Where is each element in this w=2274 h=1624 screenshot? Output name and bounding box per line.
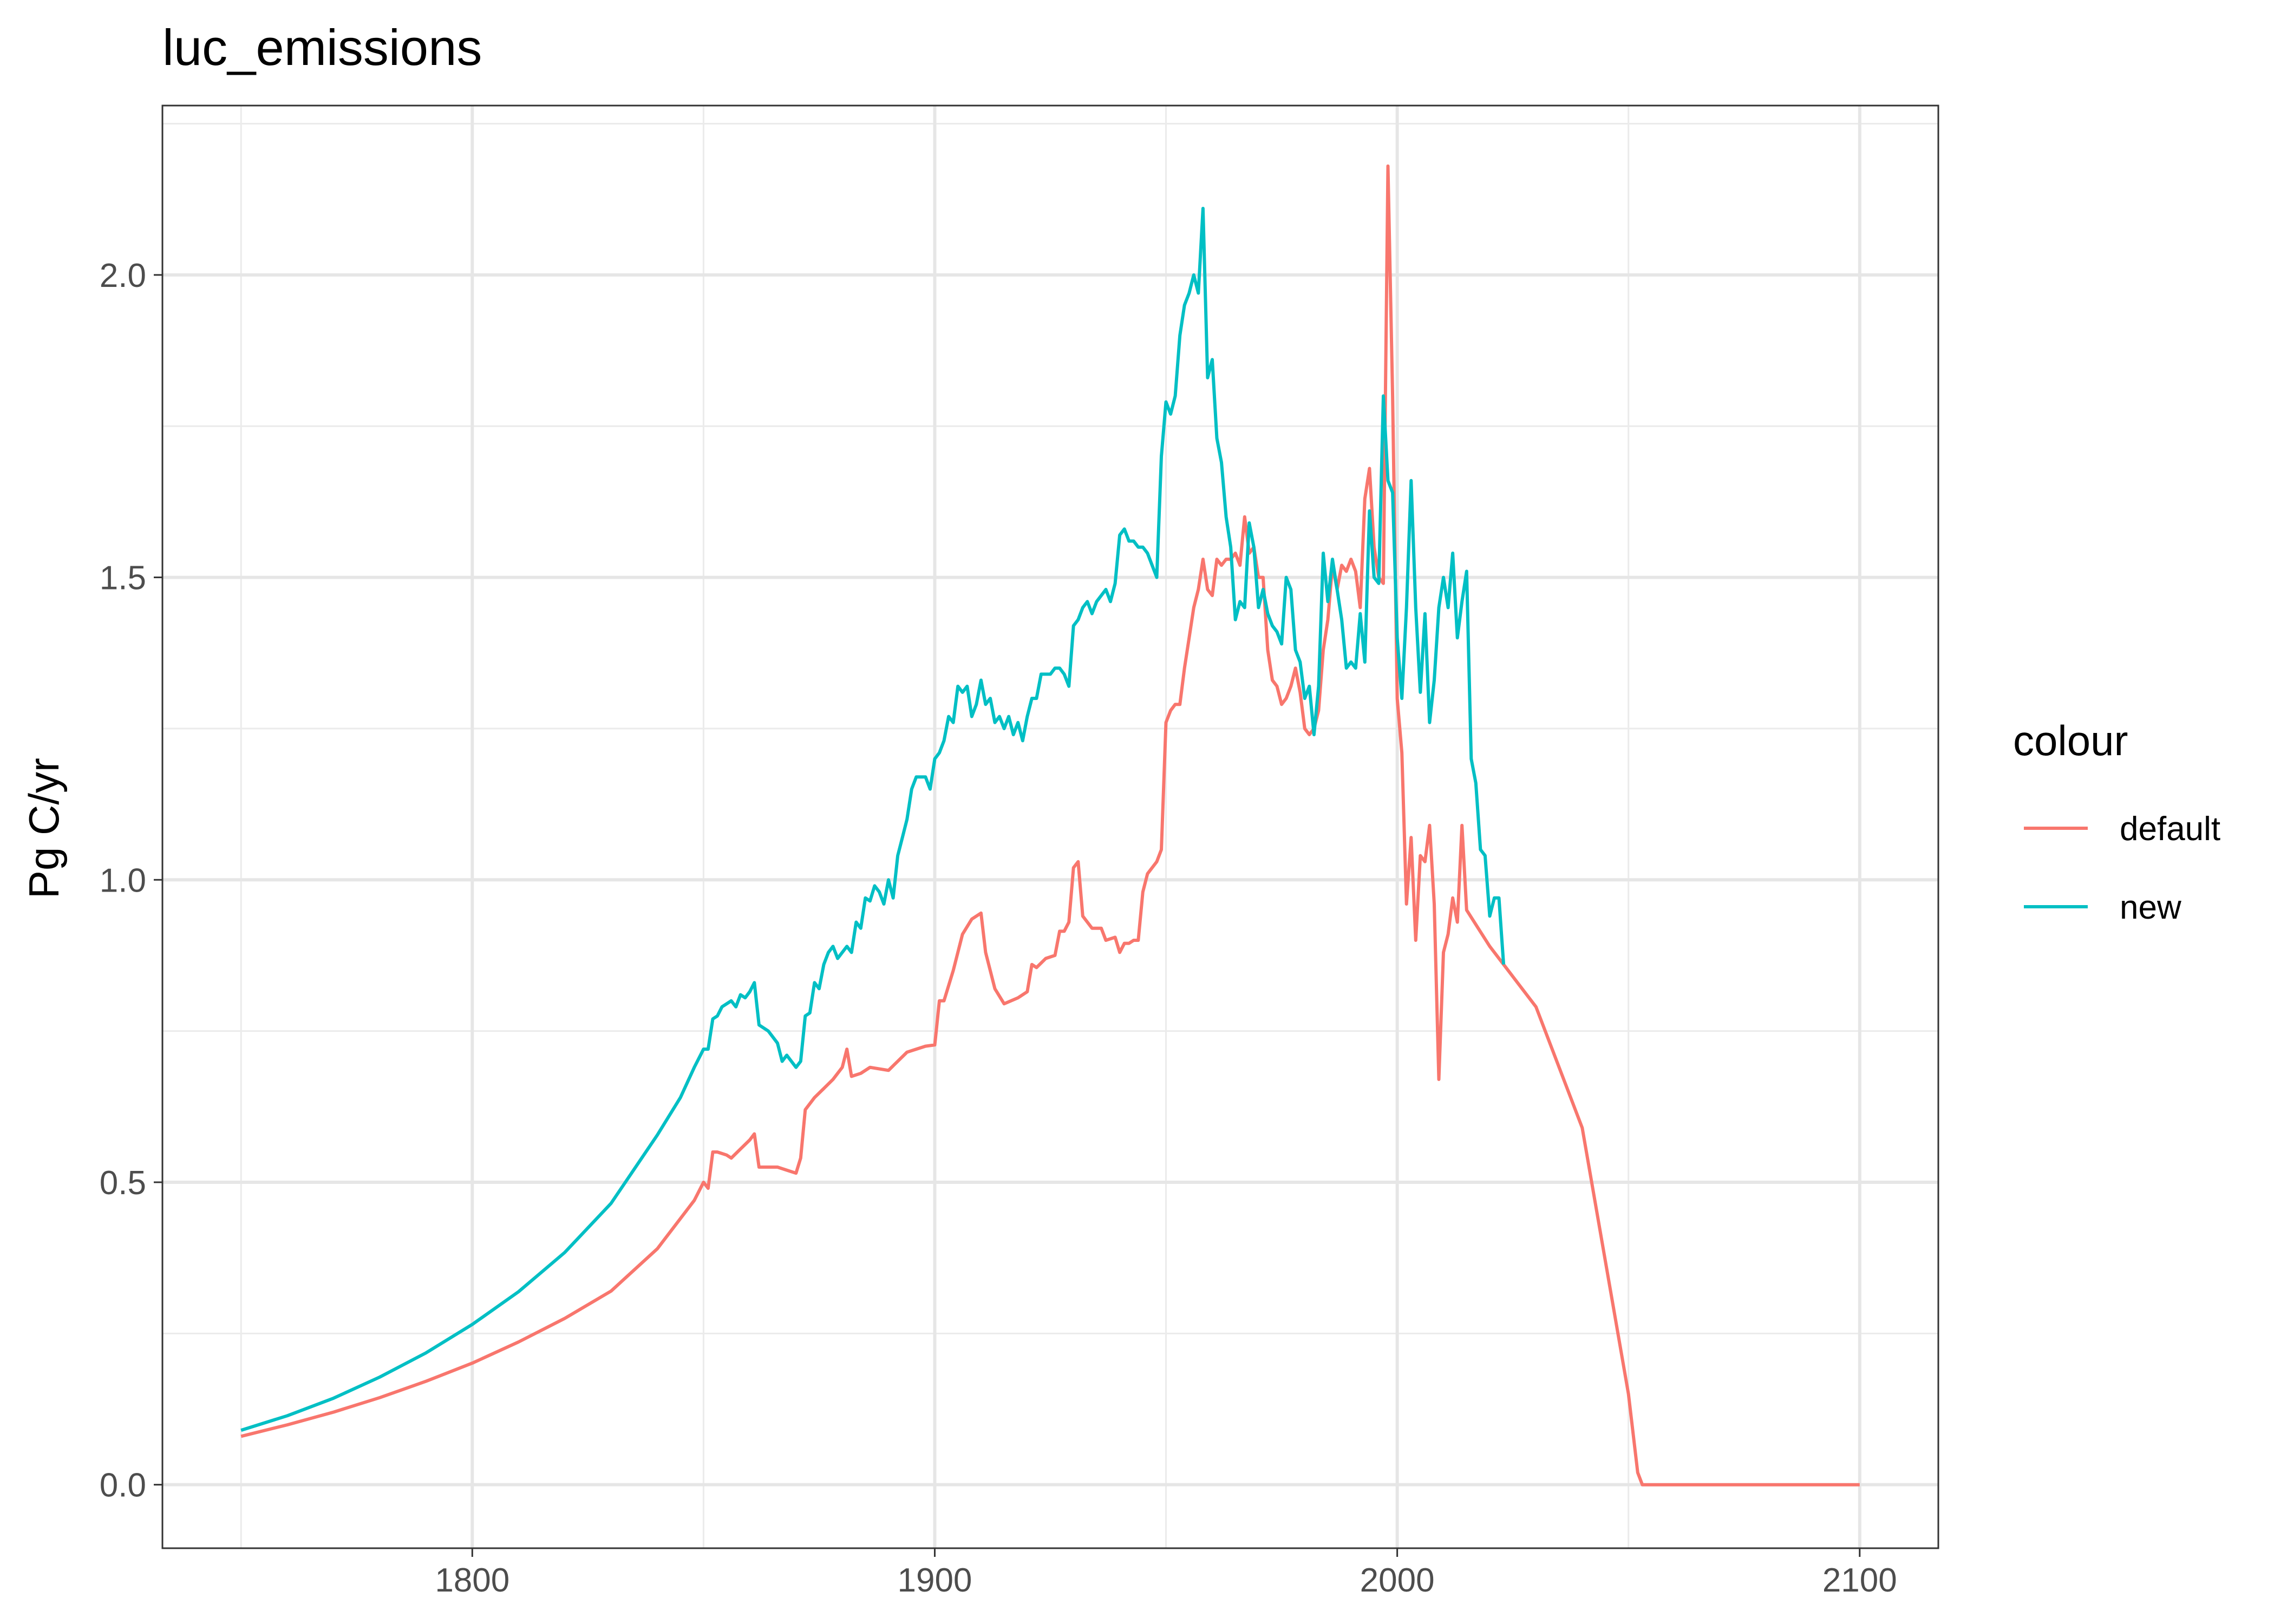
y-tick-label: 0.5 [100, 1164, 146, 1202]
x-tick-label: 2000 [1360, 1562, 1435, 1599]
legend: colour default new [2013, 717, 2220, 926]
legend-label-default: default [2120, 810, 2220, 848]
series-line-new [240, 207, 1506, 1432]
series-lines [240, 164, 1860, 1487]
minor-gridlines [162, 106, 1938, 1548]
y-tick-label: 1.5 [100, 560, 146, 597]
series-line-default [240, 164, 1860, 1487]
legend-label-new: new [2120, 889, 2181, 926]
y-tick-label: 0.0 [100, 1467, 146, 1504]
legend-title: colour [2013, 717, 2128, 764]
major-gridlines [162, 106, 1938, 1548]
y-axis-title: Pg C/yr [20, 758, 68, 899]
x-tick-label: 2100 [1822, 1562, 1897, 1599]
plot-panel-border [161, 104, 1939, 1549]
y-axis-ticks: 0.0 0.5 1.0 1.5 2.0 [100, 257, 162, 1504]
x-axis-ticks: 1800 1900 2000 2100 [435, 1548, 1897, 1599]
y-tick-label: 1.0 [100, 862, 146, 899]
x-tick-label: 1800 [435, 1562, 509, 1599]
x-tick-label: 1900 [897, 1562, 972, 1599]
chart-title: luc_emissions [162, 19, 482, 76]
y-tick-label: 2.0 [100, 257, 146, 294]
